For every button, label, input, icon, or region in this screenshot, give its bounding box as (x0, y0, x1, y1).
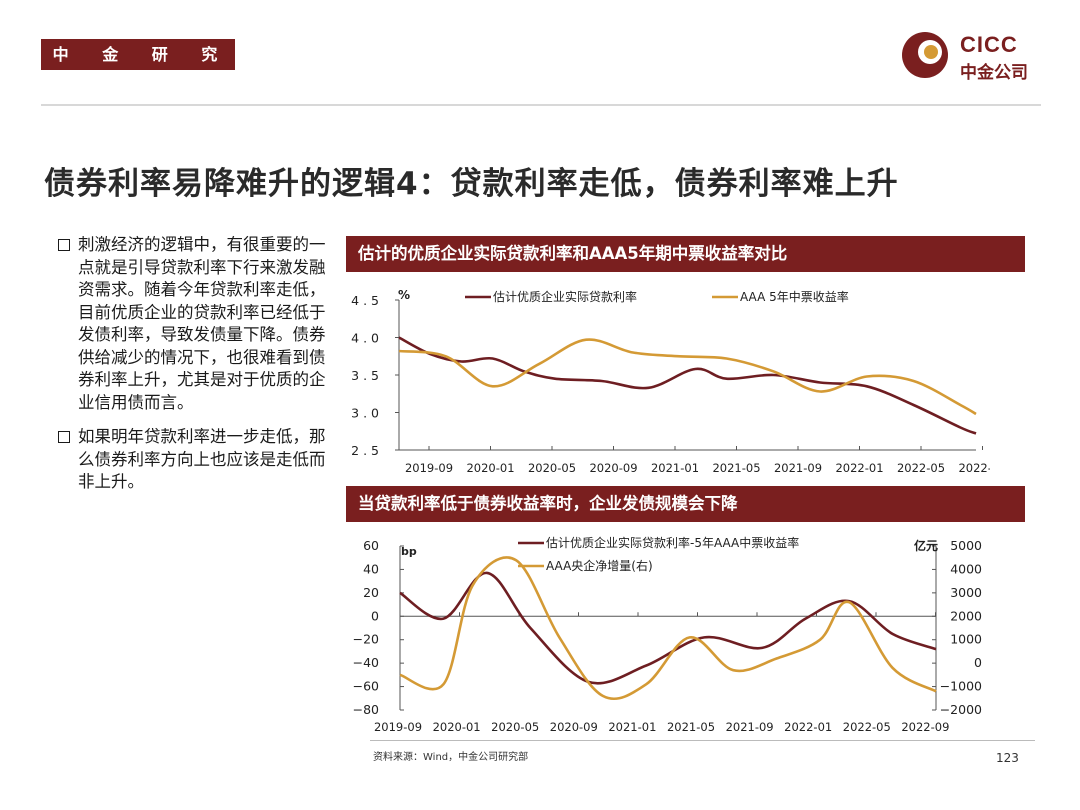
chart2-y-unit-right: 亿元 (914, 538, 938, 553)
chart2-x-tick-label: 2020-05 (491, 720, 539, 734)
bullet-box-icon (58, 239, 70, 251)
logo-text-cn: 中金公司 (960, 63, 1028, 83)
chart2-x-tick-label: 2022-01 (784, 720, 832, 734)
chart2-x-tick-label: 2021-05 (667, 720, 715, 734)
chart1-x-tick-label: 2020-05 (528, 461, 576, 475)
chart1-x-tick-label: 2022-05 (897, 461, 945, 475)
bullet-box-icon (58, 431, 70, 443)
logo-text-en: CICC (960, 32, 1018, 57)
chart1-y-unit: % (398, 288, 410, 302)
chart2-y-tick-label-right: 3000 (950, 585, 982, 600)
chart2-x-tick-label: 2020-09 (550, 720, 598, 734)
cicc-logo-icon (902, 32, 948, 78)
bullet-item: 刺激经济的逻辑中，有很重要的一点就是引导贷款利率下行来激发融资需求。随着今年贷款… (58, 234, 338, 414)
chart1-rate-comparison: 2 . 5 3 . 0 3 . 5 4 . 0 4 . 5 % 2019-09 2020-01… (351, 288, 990, 475)
chart1-x-tick-label: 2022-01 (835, 461, 883, 475)
chart2-x-tick-label: 2020-01 (433, 720, 481, 734)
chart1-header: 估计的优质企业实际贷款利率和AAA5年期中票收益率对比 (346, 236, 1025, 272)
chart2-y-tick-label: −60 (353, 679, 379, 694)
chart1-y-tick-label: 3 . 0 (351, 406, 379, 421)
chart2-y-tick-label-right: 5000 (950, 538, 982, 553)
chart1-legend-label: AAA 5年中票收益率 (740, 289, 849, 304)
chart2-y-tick-label-right: 2000 (950, 608, 982, 623)
chart2-y-tick-label-right: 4000 (950, 561, 982, 576)
chart2-header: 当贷款利率低于债券收益率时，企业发债规模会下降 (346, 486, 1025, 522)
bullet-list: 刺激经济的逻辑中，有很重要的一点就是引导贷款利率下行来激发融资需求。随着今年贷款… (58, 234, 338, 506)
chart2-y-tick-label: 40 (363, 561, 379, 576)
bullet-text: 刺激经济的逻辑中，有很重要的一点就是引导贷款利率下行来激发融资需求。随着今年贷款… (78, 235, 326, 412)
chart1-series-aaa-yield (398, 338, 977, 416)
chart2-x-tick-label: 2021-09 (726, 720, 774, 734)
page-number: 123 (996, 751, 1019, 765)
chart2-y-tick-label: −20 (353, 632, 379, 647)
chart2-series-spread (399, 571, 937, 685)
chart2-y-tick-label-right: −2000 (940, 702, 982, 717)
chart2-y-tick-label-right: −1000 (940, 679, 982, 694)
cicc-logo: CICC 中金公司 (900, 30, 1050, 83)
chart1-x-tick-label: 2020-09 (589, 461, 637, 475)
chart2-y-unit-left: bp (401, 545, 417, 558)
chart2-y-tick-label-right: 1000 (950, 632, 982, 647)
chart2-y-tick-label-right: 0 (974, 655, 982, 670)
chart2-y-tick-label: −80 (353, 702, 379, 717)
chart2-x-tick-label: 2022-05 (843, 720, 891, 734)
chart2-legend-label: 估计优质企业实际贷款利率-5年AAA中票收益率 (546, 535, 799, 550)
chart2-spread-vs-issuance: 60 40 20 0 −20 −40 −60 −80 5000 4000 3000 2000 1000 0… (353, 535, 982, 734)
header-divider (41, 104, 1041, 106)
source-note: 资料来源：Wind，中金公司研究部 (373, 752, 529, 763)
chart2-x-tick-label: 2019-09 (374, 720, 422, 734)
bullet-item: 如果明年贷款利率进一步走低，那么债券利率方向上也应该是走低而非上升。 (58, 426, 338, 494)
chart2-y-tick-label: −40 (353, 655, 379, 670)
chart1-x-tick-label: 2022-09 (958, 461, 990, 475)
chart2-x-tick-label: 2022-09 (901, 720, 949, 734)
chart1-y-tick-label: 4 . 0 (351, 331, 379, 346)
chart1-x-tick-label: 2021-01 (651, 461, 699, 475)
chart2-legend-label: AAA央企净增量(右) (546, 558, 653, 573)
chart1-x-tick-label: 2021-09 (774, 461, 822, 475)
chart1-x-tick-label: 2020-01 (466, 461, 514, 475)
chart2-series-aaa-net-issuance (399, 556, 937, 701)
chart2-y-tick-label: 20 (363, 585, 379, 600)
bullet-text: 如果明年贷款利率进一步走低，那么债券利率方向上也应该是走低而非上升。 (78, 427, 326, 491)
department-label: 中 金 研 究 部 (41, 39, 235, 95)
chart1-y-tick-label: 4 . 5 (351, 293, 379, 308)
source-divider (370, 740, 1035, 741)
chart1-legend-label: 估计优质企业实际贷款利率 (493, 289, 637, 304)
chart1-series-loan-rate (398, 336, 977, 435)
chart1-x-tick-label: 2019-09 (405, 461, 453, 475)
chart2-y-tick-label: 60 (363, 538, 379, 553)
chart1-y-tick-label: 3 . 5 (351, 368, 379, 383)
chart1-y-tick-label: 2 . 5 (351, 443, 379, 458)
chart1-x-tick-label: 2021-05 (712, 461, 760, 475)
chart2-x-tick-label: 2021-01 (608, 720, 656, 734)
page-title: 债券利率易降难升的逻辑4：贷款利率走低，债券利率难上升 (44, 166, 899, 202)
chart2-y-tick-label: 0 (371, 608, 379, 623)
